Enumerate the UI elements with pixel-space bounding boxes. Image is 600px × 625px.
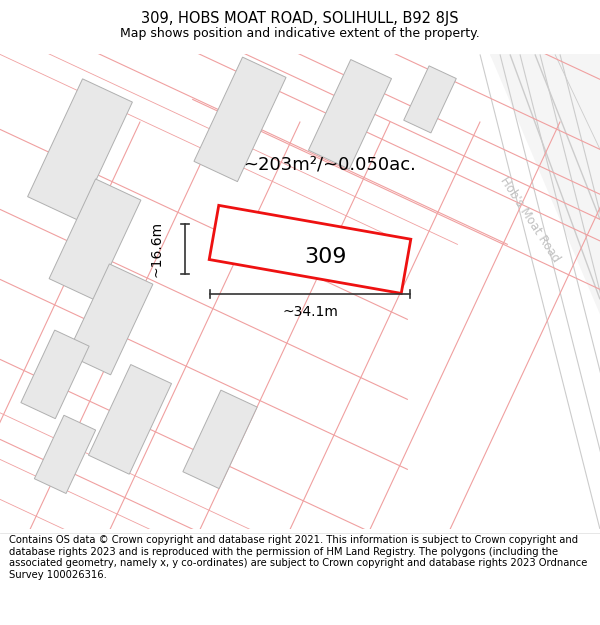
Polygon shape <box>183 390 257 489</box>
Text: ~34.1m: ~34.1m <box>282 306 338 319</box>
Text: Hob's Moat Road: Hob's Moat Road <box>497 174 562 264</box>
Polygon shape <box>490 54 600 314</box>
Polygon shape <box>308 59 392 169</box>
Polygon shape <box>34 415 95 494</box>
Text: Map shows position and indicative extent of the property.: Map shows position and indicative extent… <box>120 27 480 40</box>
Text: 309: 309 <box>304 248 346 268</box>
Polygon shape <box>404 66 456 133</box>
Polygon shape <box>88 364 172 474</box>
Polygon shape <box>21 330 89 419</box>
Polygon shape <box>49 179 141 300</box>
Polygon shape <box>194 57 286 182</box>
Polygon shape <box>67 264 153 375</box>
Text: 309, HOBS MOAT ROAD, SOLIHULL, B92 8JS: 309, HOBS MOAT ROAD, SOLIHULL, B92 8JS <box>141 11 459 26</box>
Polygon shape <box>209 206 411 293</box>
Text: ~203m²/~0.050ac.: ~203m²/~0.050ac. <box>244 156 416 173</box>
Text: Contains OS data © Crown copyright and database right 2021. This information is : Contains OS data © Crown copyright and d… <box>9 535 587 580</box>
Polygon shape <box>28 79 133 220</box>
Polygon shape <box>490 54 600 259</box>
Text: ~16.6m: ~16.6m <box>150 221 164 278</box>
